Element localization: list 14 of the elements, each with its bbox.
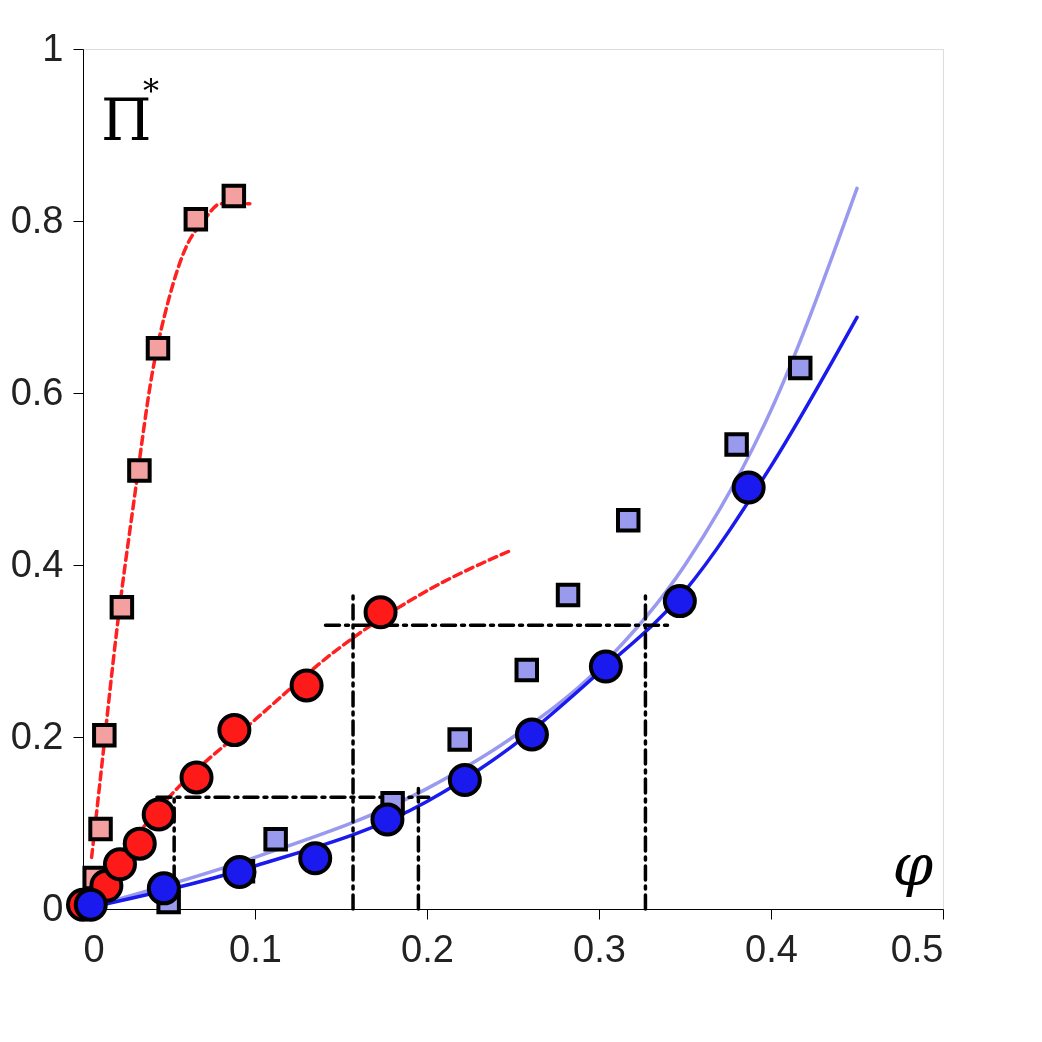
x-tick-label: 0.2 xyxy=(401,927,454,970)
y-tick-label: 0.4 xyxy=(10,542,64,585)
x-axis-title: φ xyxy=(892,831,934,899)
x-tick-label: 0 xyxy=(83,927,105,970)
x-tick-label: 0.5 xyxy=(890,927,944,970)
y-tick-label: 0 xyxy=(42,886,64,929)
x-tick-label: 0.3 xyxy=(573,927,626,970)
x-tick-label: 0.4 xyxy=(745,927,798,970)
y-axis-title: Π* xyxy=(101,72,159,154)
x-tick-label: 0.1 xyxy=(229,927,282,970)
y-tick-label: 0.8 xyxy=(10,198,64,241)
y-tick-label: 1 xyxy=(42,26,64,69)
y-tick-label: 0.6 xyxy=(10,370,64,413)
y-tick-label: 0.2 xyxy=(10,714,64,757)
